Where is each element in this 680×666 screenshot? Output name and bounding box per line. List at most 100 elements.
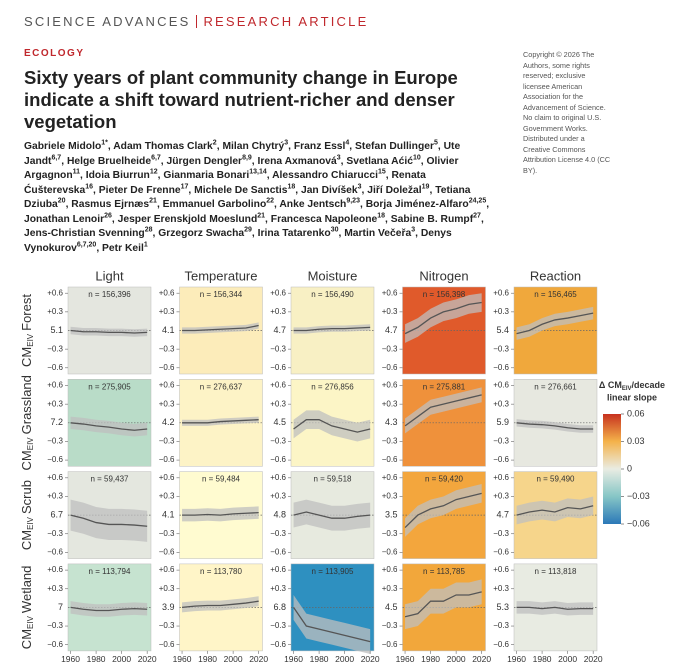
row-name: Grassland [19, 375, 34, 434]
y-tick-label: −0.3 [382, 344, 398, 353]
author: Stefan Dullinger5 [355, 140, 444, 152]
author-name: Borja Jiménez-Alfaro [365, 199, 469, 210]
trend-line [293, 511, 371, 519]
author: Jürgen Dengler8,9 [167, 154, 258, 166]
sample-size: n = 275,881 [423, 382, 466, 391]
affiliation: 6,7,20 [76, 241, 97, 249]
row-label: CMEIV Forest [19, 294, 35, 367]
y-tick-label: −0.3 [493, 437, 509, 446]
author: Sabine B. Rumpf27 [391, 212, 484, 224]
affiliation: 3 [284, 139, 289, 147]
y-tick-label: −0.6 [159, 363, 175, 372]
affiliation: 1* [101, 139, 108, 147]
author-name: Jens-Christian Svenning [24, 228, 145, 239]
author-name: Olivier Argagnon [24, 155, 459, 182]
author-name: Milan Chytrý [222, 141, 285, 152]
y-tick-label: +0.6 [159, 565, 175, 574]
y-tick-label: −0.6 [270, 363, 286, 372]
colorbar-tick-label: 0.06 [627, 408, 645, 418]
x-tick-label: 2020 [249, 654, 268, 664]
baseline-label: 7.2 [50, 417, 63, 427]
baseline-label: 3.9 [162, 602, 175, 612]
baseline-label: 4.7 [496, 509, 509, 519]
y-tick-label: −0.6 [493, 455, 509, 464]
y-tick-label: +0.3 [47, 399, 63, 408]
y-tick-label: +0.6 [159, 381, 175, 390]
colorbar-tick-label: 0 [627, 463, 632, 473]
y-tick-label: −0.6 [493, 547, 509, 556]
author: Adam Thomas Clark2 [113, 140, 222, 152]
author-name: Jonathan Lenoir [24, 213, 105, 225]
y-tick-label: −0.6 [159, 455, 175, 464]
y-tick-label: −0.3 [493, 621, 509, 630]
article-title: Sixty years of plant community change in… [24, 67, 458, 132]
y-tick-label: +0.6 [493, 565, 509, 574]
sample-size: n = 156,465 [534, 290, 577, 299]
trend-line [182, 419, 259, 424]
confidence-band [70, 601, 148, 617]
author: Idoia Biurrun12 [86, 168, 164, 181]
sample-size: n = 59,437 [90, 475, 129, 484]
author-name: Grzegorz Swacha [158, 228, 245, 239]
x-tick-label: 2000 [224, 654, 243, 664]
sample-size: n = 156,398 [423, 290, 466, 299]
colorbar-tick-label: −0.03 [627, 491, 650, 501]
author: Jiří Doležal19 [367, 183, 435, 195]
author: Jesper Erenskjold Moeslund21 [118, 212, 271, 224]
baseline-label: 4.1 [162, 509, 175, 519]
affiliation: 10 [412, 154, 421, 162]
author-name: Svetlana Aćić [346, 155, 413, 167]
colorbar-title-sub: EIV [622, 386, 632, 392]
y-tick-label: −0.3 [159, 529, 175, 538]
y-tick-label: −0.6 [47, 640, 63, 649]
author-name: Rasmus Ejrnæs [71, 199, 150, 210]
article-type: RESEARCH ARTICLE [203, 14, 369, 29]
author-name: Pieter De Frenne [98, 184, 181, 196]
row-prefix-sub: EIV [26, 516, 35, 530]
journal-header: SCIENCE ADVANCES RESEARCH ARTICLE [24, 14, 368, 29]
confidence-band [516, 601, 594, 616]
sample-size: n = 276,661 [534, 382, 577, 391]
author-name: Jan Divíšek [300, 184, 358, 196]
affiliation: 4 [345, 139, 350, 147]
y-tick-label: −0.3 [270, 437, 286, 446]
author: Jens-Christian Svenning28 [24, 227, 158, 239]
affiliation: 8,9 [242, 154, 252, 162]
y-tick-label: +0.3 [270, 584, 286, 593]
author: Emmanuel Garbolino22 [163, 198, 280, 210]
baseline-label: 4.5 [385, 602, 398, 612]
x-tick-label: 2020 [472, 654, 491, 664]
y-tick-label: +0.3 [270, 492, 286, 501]
x-tick-label: 2000 [112, 654, 131, 664]
baseline-label: 5.3 [496, 602, 509, 612]
sample-size: n = 156,396 [88, 290, 131, 299]
confidence-band [516, 306, 594, 340]
author: Gabriele Midolo1* [24, 139, 113, 152]
baseline-label: 5.9 [496, 417, 509, 427]
trend-line [516, 505, 594, 516]
journal-name: SCIENCE ADVANCES [24, 14, 191, 29]
confidence-band [405, 484, 482, 537]
y-tick-label: −0.6 [382, 363, 398, 372]
affiliation: 12 [149, 168, 158, 176]
column-title: Moisture [308, 268, 358, 283]
author: Anke Jentsch9,23 [279, 198, 365, 210]
y-tick-label: +0.6 [270, 288, 286, 297]
y-tick-label: +0.6 [382, 473, 398, 482]
baseline-label: 5.1 [50, 325, 63, 335]
section-label: ECOLOGY [24, 48, 85, 59]
x-tick-label: 2020 [361, 654, 380, 664]
x-tick-label: 1980 [533, 654, 552, 664]
trend-line [70, 422, 148, 431]
x-tick-label: 1960 [173, 654, 192, 664]
trend-line [404, 591, 482, 618]
y-tick-label: +0.6 [47, 473, 63, 482]
x-tick-label: 1980 [421, 654, 440, 664]
affiliation: 3 [411, 226, 416, 234]
trend-line [404, 492, 482, 528]
column-title: Reaction [530, 268, 581, 283]
affiliation: 20 [57, 197, 66, 205]
affiliation: 13,14 [249, 168, 267, 176]
author-name: Alessandro Chiarucci [272, 170, 378, 181]
affiliation: 29 [244, 226, 252, 234]
